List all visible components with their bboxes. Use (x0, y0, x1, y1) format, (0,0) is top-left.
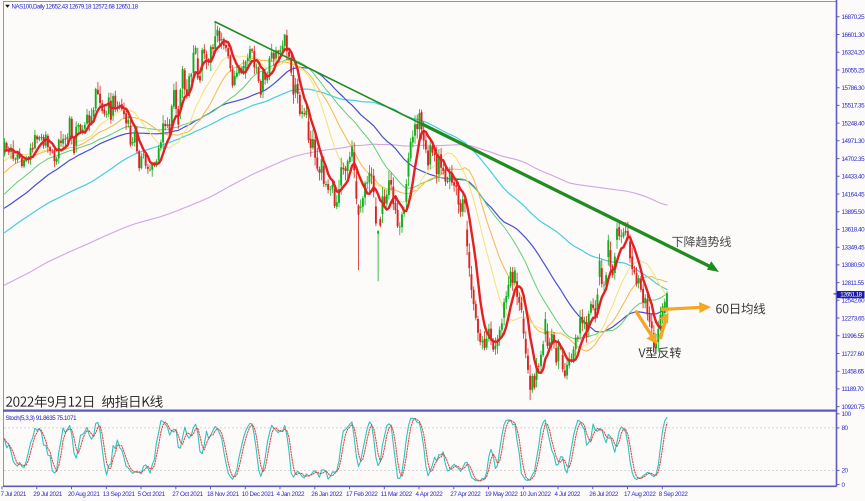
svg-text:12273.65: 12273.65 (842, 315, 865, 322)
svg-text:11996.55: 11996.55 (842, 333, 865, 340)
svg-text:4 Apr 2022: 4 Apr 2022 (416, 491, 444, 498)
svg-text:14164.45: 14164.45 (842, 191, 865, 198)
svg-text:80: 80 (842, 425, 849, 432)
svg-text:11189.70: 11189.70 (842, 386, 865, 393)
svg-text:16601.30: 16601.30 (842, 32, 865, 39)
svg-text:12542.60: 12542.60 (842, 298, 865, 305)
svg-text:12651.18: 12651.18 (840, 293, 862, 299)
svg-text:11 Mar 2022: 11 Mar 2022 (381, 491, 413, 498)
svg-text:10 Dec 2021: 10 Dec 2021 (242, 491, 275, 498)
svg-text:8 Sep 2022: 8 Sep 2022 (659, 491, 689, 498)
svg-text:29 Jul 2021: 29 Jul 2021 (33, 491, 63, 498)
svg-text:4 Jul 2022: 4 Jul 2022 (555, 491, 581, 498)
svg-text:26 Jul 2022: 26 Jul 2022 (589, 491, 619, 498)
svg-text:10920.75: 10920.75 (842, 404, 865, 411)
svg-text:0: 0 (842, 482, 846, 489)
svg-text:14702.35: 14702.35 (842, 156, 865, 163)
svg-text:26 Jan 2022: 26 Jan 2022 (311, 491, 343, 498)
svg-text:17 Feb 2022: 17 Feb 2022 (346, 491, 378, 498)
svg-text:14433.40: 14433.40 (842, 174, 865, 181)
svg-text:16055.25: 16055.25 (842, 67, 865, 74)
svg-text:16324.20: 16324.20 (842, 50, 865, 57)
svg-text:13349.45: 13349.45 (842, 245, 865, 252)
svg-text:15786.30: 15786.30 (842, 85, 865, 92)
svg-text:11727.60: 11727.60 (842, 351, 865, 358)
svg-text:13618.40: 13618.40 (842, 227, 865, 234)
svg-text:11458.65: 11458.65 (842, 369, 865, 376)
svg-text:7 Jul 2021: 7 Jul 2021 (1, 491, 27, 498)
svg-text:27 Oct 2021: 27 Oct 2021 (172, 491, 203, 498)
svg-text:14971.30: 14971.30 (842, 138, 865, 145)
svg-text:17 Aug 2022: 17 Aug 2022 (624, 491, 656, 498)
svg-text:10 Jun 2022: 10 Jun 2022 (520, 491, 552, 498)
svg-text:15517.35: 15517.35 (842, 103, 865, 110)
svg-text:13895.50: 13895.50 (842, 209, 865, 216)
svg-text:18 Nov 2021: 18 Nov 2021 (207, 491, 240, 498)
svg-text:20 Aug 2021: 20 Aug 2021 (68, 491, 100, 498)
svg-text:Stoch(5,3,3) 91.8635 75.1071: Stoch(5,3,3) 91.8635 75.1071 (6, 415, 78, 422)
svg-text:16870.25: 16870.25 (842, 14, 865, 21)
svg-text:4 Jan 2022: 4 Jan 2022 (277, 491, 306, 498)
svg-text:5 Oct 2021: 5 Oct 2021 (138, 491, 166, 498)
svg-text:27 Apr 2022: 27 Apr 2022 (450, 491, 481, 498)
svg-text:12811.55: 12811.55 (842, 280, 865, 287)
svg-text:13080.50: 13080.50 (842, 262, 865, 269)
svg-text:20: 20 (842, 468, 849, 475)
svg-text:13 Sep 2021: 13 Sep 2021 (103, 491, 136, 498)
svg-text:19 May 2022: 19 May 2022 (485, 491, 518, 498)
svg-text:15248.40: 15248.40 (842, 120, 865, 127)
svg-text:100: 100 (842, 411, 852, 418)
svg-text:NAS100,Daily 12652.43 12679.1: NAS100,Daily 12652.43 12679.18 12572.68 … (12, 4, 139, 11)
